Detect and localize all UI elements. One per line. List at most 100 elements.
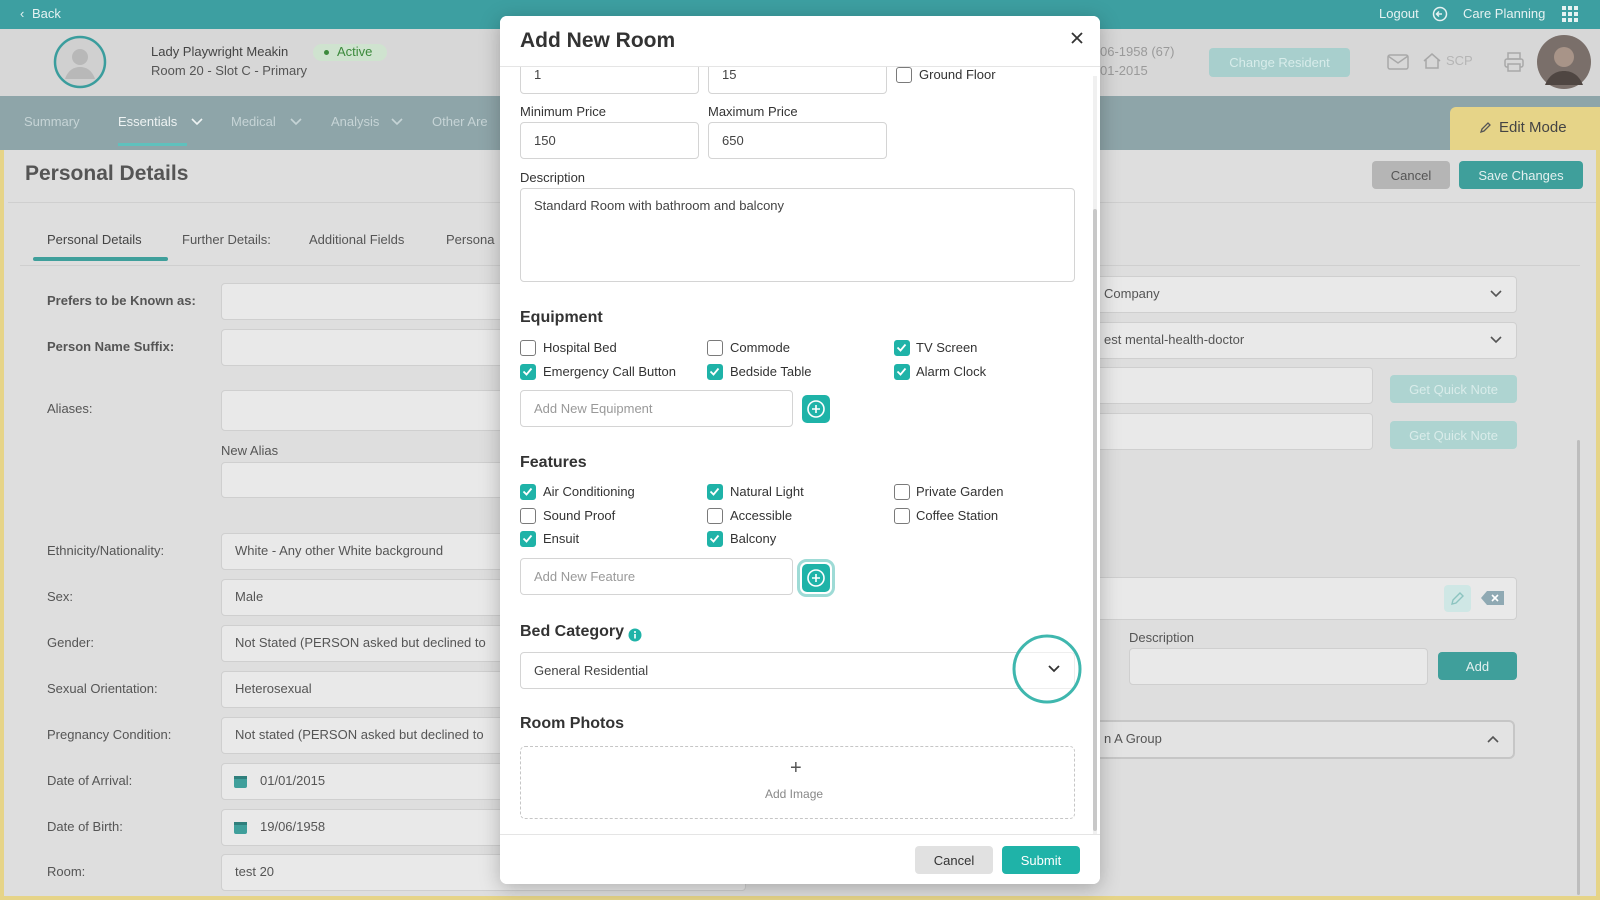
input-placeholder: Add New Feature (534, 569, 636, 584)
check-mark (896, 367, 907, 376)
info-icon[interactable] (628, 628, 642, 642)
tab[interactable]: Further Details: (182, 232, 271, 247)
checkbox-label[interactable]: Alarm Clock (916, 363, 987, 379)
dropdown-toggle[interactable] (1011, 633, 1083, 705)
checkbox-label[interactable]: Ensuit (543, 531, 580, 546)
checkbox-label[interactable]: Emergency Call Button (543, 363, 676, 379)
edit-button[interactable] (1444, 585, 1471, 612)
field-value: Not Stated (PERSON asked but declined to (235, 635, 486, 650)
tab-active[interactable]: Personal Details (47, 232, 142, 247)
checkbox[interactable] (894, 507, 910, 524)
select-input[interactable] (1084, 322, 1517, 359)
text-input[interactable] (1084, 367, 1373, 404)
tab[interactable]: Persona (446, 232, 495, 247)
calendar-icon (234, 776, 247, 788)
text-input[interactable] (1084, 413, 1373, 450)
photo-dropzone[interactable] (520, 746, 1075, 819)
checkbox-label[interactable]: Natural Light (730, 484, 804, 499)
add-image-label[interactable]: Add Image (765, 787, 824, 801)
nav-other[interactable]: Other Are (432, 114, 488, 129)
logout-link[interactable]: Logout (1379, 6, 1419, 21)
checkbox[interactable] (896, 67, 912, 83)
checkbox[interactable] (707, 363, 723, 380)
scrollbar-thumb[interactable] (1093, 209, 1097, 831)
app-name[interactable]: Care Planning (1463, 6, 1546, 21)
checkbox[interactable] (520, 340, 536, 356)
input-placeholder: Add New Equipment (534, 401, 653, 416)
field-label: Person Name Suffix: (47, 339, 175, 354)
checkbox-label[interactable]: Balcony (730, 531, 777, 546)
checkbox[interactable] (520, 484, 536, 500)
close-button[interactable] (1070, 31, 1084, 45)
change-resident-button[interactable]: Change Resident (1209, 48, 1350, 77)
back-arrow[interactable]: ‹ (20, 6, 25, 21)
group-box[interactable] (1084, 720, 1515, 759)
print-icon[interactable] (1503, 51, 1525, 73)
edit-mode-tab[interactable] (1450, 107, 1600, 150)
page-scrollbar[interactable] (1577, 440, 1580, 895)
plus-icon[interactable]: + (790, 757, 802, 779)
checkbox-label[interactable]: Bedside Table (730, 363, 812, 379)
cancel-button[interactable]: Cancel (1372, 161, 1450, 189)
checkbox-label[interactable]: Ground Floor (919, 67, 996, 82)
group-label: n A Group (1104, 731, 1162, 746)
bed-category-select[interactable] (520, 652, 1075, 689)
quick-note-button[interactable]: Get Quick Note (1390, 421, 1517, 449)
cancel-button[interactable]: Cancel (915, 846, 993, 874)
checkbox[interactable] (707, 531, 723, 547)
price-value: 150 (534, 133, 556, 148)
checkbox-label[interactable]: Coffee Station (916, 507, 999, 523)
checkbox[interactable] (520, 507, 536, 524)
checkbox[interactable] (520, 531, 536, 547)
price-value: 650 (722, 133, 744, 148)
checkbox[interactable] (707, 507, 723, 524)
scp-label[interactable]: SCP (1446, 53, 1473, 68)
number-input[interactable] (520, 122, 699, 159)
checkbox[interactable] (707, 484, 723, 500)
checkbox[interactable] (894, 340, 910, 356)
calendar-icon (234, 822, 247, 834)
tab[interactable]: Additional Fields (309, 232, 405, 247)
checkbox[interactable] (520, 363, 536, 380)
checkbox-label[interactable]: Commode (730, 340, 790, 355)
checkbox-label[interactable]: Air Conditioning (543, 484, 635, 499)
nav-medical[interactable]: Medical (231, 114, 276, 129)
checkbox[interactable] (707, 340, 723, 356)
text-input[interactable] (1084, 577, 1517, 620)
add-feature-input[interactable] (520, 558, 793, 595)
nav-essentials[interactable]: Essentials (118, 114, 178, 129)
edit-mode-label[interactable]: Edit Mode (1499, 119, 1567, 136)
nav-summary[interactable]: Summary (24, 114, 80, 129)
quick-note-button[interactable]: Get Quick Note (1390, 375, 1517, 403)
mail-icon[interactable] (1387, 53, 1409, 71)
checkbox-label[interactable]: Hospital Bed (543, 340, 617, 355)
modal-header: Add New Room (500, 16, 1100, 67)
checkbox[interactable] (894, 484, 910, 500)
select-input[interactable] (1084, 276, 1517, 313)
clear-button[interactable] (1480, 589, 1506, 607)
text-input[interactable] (1129, 648, 1428, 685)
back-link[interactable]: Back (32, 6, 61, 21)
checkbox-label[interactable]: TV Screen (916, 340, 978, 355)
add-equipment-button[interactable] (802, 395, 830, 423)
add-feature-button[interactable] (797, 559, 835, 597)
check-mark (522, 534, 533, 543)
save-changes-button[interactable]: Save Changes (1459, 161, 1583, 189)
check-mark (709, 367, 720, 376)
add-equipment-input[interactable] (520, 390, 793, 427)
add-button[interactable]: Add (1438, 652, 1517, 680)
resident-name: Lady Playwright Meakin (151, 44, 289, 59)
number-input[interactable] (708, 122, 887, 159)
checkbox-label[interactable]: Sound Proof (543, 507, 616, 523)
field-label: Minimum Price (520, 104, 606, 119)
apps-grid-icon[interactable] (1562, 6, 1579, 23)
checkbox-label[interactable]: Private Garden (916, 484, 1004, 499)
checkbox-label[interactable]: Accessible (730, 507, 793, 523)
home-icon[interactable] (1422, 51, 1442, 71)
textarea[interactable] (520, 188, 1075, 282)
checkbox[interactable] (894, 363, 910, 380)
nav-analysis[interactable]: Analysis (331, 114, 380, 129)
submit-button[interactable]: Submit (1002, 846, 1080, 874)
user-avatar[interactable] (1535, 33, 1593, 91)
